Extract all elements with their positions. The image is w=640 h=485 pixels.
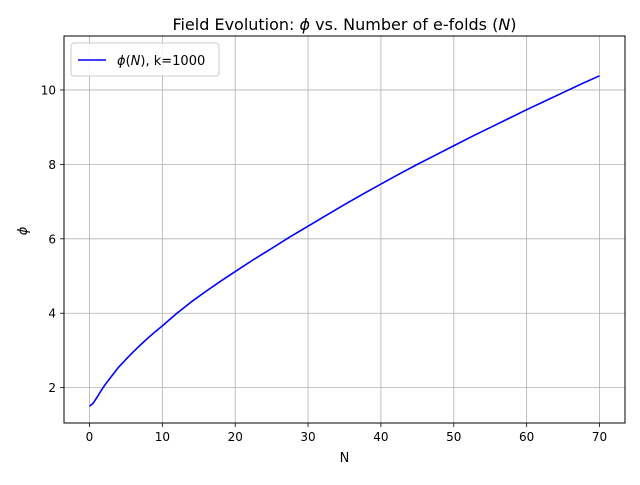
legend-label-rest: ), k=1000: [140, 54, 205, 69]
x-tick-label: 0: [86, 430, 94, 444]
legend-label-phi: ϕ: [117, 54, 126, 69]
y-tick-label: 2: [48, 381, 56, 395]
series-line-phi: [88, 75, 600, 407]
x-tick-label: 40: [373, 430, 388, 444]
tick-layer: 0 10 20 30 40 50 60 70 2 4 6 8 10: [41, 83, 607, 444]
y-tick-label: 8: [48, 158, 56, 172]
y-tick-label: 6: [48, 232, 56, 246]
x-tick-label: 30: [300, 430, 315, 444]
y-tick-label: 4: [48, 307, 56, 321]
grid-layer: [64, 36, 625, 423]
x-tick-label: 20: [228, 430, 243, 444]
legend-label-paren: (: [126, 54, 131, 69]
chart-title: Field Evolution: ϕ vs. Number of e-folds…: [172, 15, 516, 34]
chart-title-text: Field Evolution:: [172, 15, 299, 34]
chart-title-phi: ϕ: [300, 15, 311, 34]
legend: ϕ(N), k=1000: [70, 42, 220, 77]
x-axis-label: N: [340, 451, 350, 466]
chart-title-end: ): [510, 15, 516, 34]
line-layer: [88, 75, 600, 407]
chart-title-n: N: [498, 15, 510, 34]
y-tick-label: 10: [41, 83, 56, 97]
legend-box: [70, 42, 220, 77]
chart-title-text-2: vs. Number of e-folds (: [310, 15, 498, 34]
x-tick-label: 60: [519, 430, 534, 444]
plot-frame: [63, 35, 626, 424]
legend-label-n: N: [131, 54, 141, 69]
x-tick-label: 70: [592, 430, 607, 444]
x-tick-label: 50: [446, 430, 461, 444]
legend-label: ϕ(N), k=1000: [117, 54, 205, 69]
y-axis-label: ϕ: [16, 226, 31, 235]
x-tick-label: 10: [155, 430, 170, 444]
